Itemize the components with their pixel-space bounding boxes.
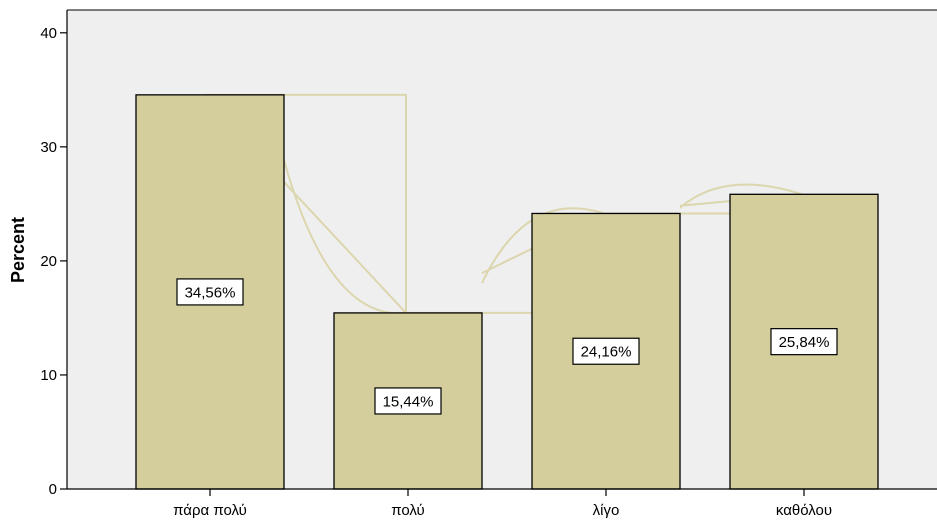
data-label-3: 25,84% [770, 328, 838, 356]
x-category-label: καθόλου [776, 502, 832, 519]
data-label-box [176, 278, 244, 306]
y-tick-label: 30 [40, 139, 57, 156]
y-tick-label: 20 [40, 253, 57, 270]
connector-line [283, 181, 407, 314]
data-label-box [770, 328, 838, 356]
data-label-1: 15,44% [374, 387, 442, 415]
connector-curve [679, 183, 803, 209]
x-category-label: πολύ [391, 502, 425, 519]
data-label-box [572, 337, 640, 365]
y-tick-label: 40 [40, 25, 57, 42]
data-label-box [374, 387, 442, 415]
bar-2 [531, 212, 681, 490]
data-label-text: 34,56% [185, 284, 236, 301]
y-ticks-group: 0 10 20 30 40 [40, 25, 67, 498]
x-ticks-group: πάρα πολύ πολύ λίγο καθόλου [173, 489, 832, 519]
y-tick-label: 10 [40, 367, 57, 384]
axes-group [66, 9, 937, 490]
data-labels-group: 34,56% 15,44% 24,16% 25,84% [176, 278, 838, 415]
y-tick-label: 0 [49, 481, 57, 498]
data-label-text: 24,16% [581, 344, 632, 361]
data-label-text: 25,84% [779, 334, 830, 351]
x-category-label: πάρα πολύ [173, 502, 247, 519]
data-label-text: 15,44% [383, 393, 434, 410]
data-label-2: 24,16% [572, 337, 640, 365]
x-category-label: λίγο [593, 502, 620, 519]
y-axis-title: Percent [8, 217, 28, 283]
data-label-0: 34,56% [176, 278, 244, 306]
